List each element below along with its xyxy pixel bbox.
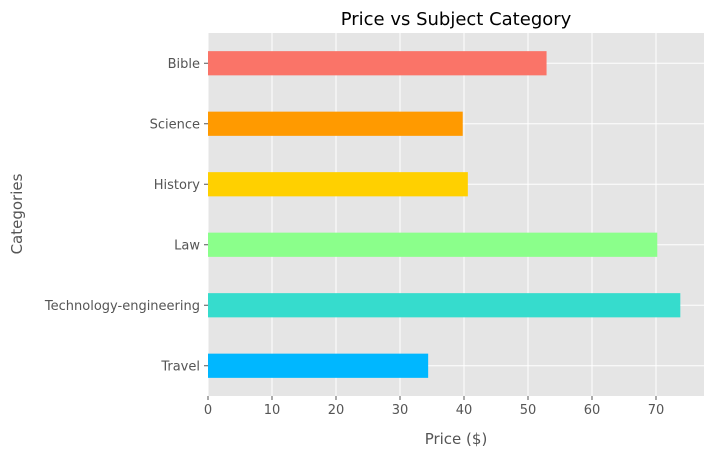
x-tick-labels: 0 10 20 30 40 50 60 70 (204, 396, 664, 418)
bar-technology-engineering (208, 293, 681, 318)
x-tick-label: 10 (264, 403, 281, 418)
x-tick-label: 40 (456, 403, 473, 418)
x-tick-label: 30 (392, 403, 409, 418)
y-tick-labels: Travel Technology-engineering Law History Sc… (44, 57, 208, 374)
y-tick-label: Bible (168, 57, 200, 72)
bars (208, 51, 681, 378)
y-axis-title: Categories (8, 173, 26, 254)
x-axis-title: Price ($) (425, 430, 488, 448)
plot-area (208, 33, 704, 396)
bar-travel (208, 353, 429, 378)
x-tick-label: 0 (204, 403, 212, 418)
bar-bible (208, 51, 547, 76)
y-tick-label: Travel (160, 359, 200, 374)
chart-title: Price vs Subject Category (341, 9, 572, 30)
x-tick-label: 20 (328, 403, 345, 418)
y-tick-label: Technology-engineering (44, 299, 200, 314)
x-tick-label: 50 (520, 403, 537, 418)
y-tick-label: Law (174, 238, 200, 253)
bar-science (208, 111, 463, 136)
x-tick-label: 70 (648, 403, 665, 418)
y-tick-label: Science (150, 117, 200, 132)
x-tick-label: 60 (584, 403, 601, 418)
bar-law (208, 232, 658, 257)
bar-history (208, 172, 468, 197)
y-tick-label: History (154, 178, 201, 193)
